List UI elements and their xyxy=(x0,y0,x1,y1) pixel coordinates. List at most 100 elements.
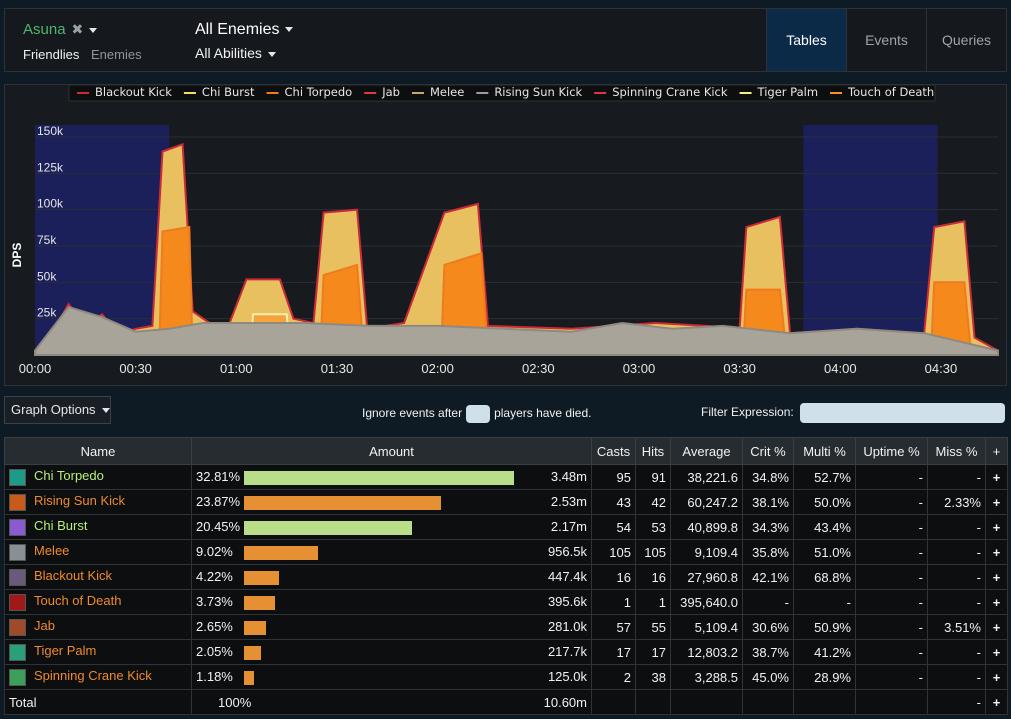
col-hits[interactable]: Hits xyxy=(635,437,671,465)
average-cell: 40,899.8 xyxy=(670,514,743,540)
table-row[interactable]: Chi Torpedo 32.81% 3.48m 95 91 38,221.6 34.8% 5… xyxy=(4,464,1008,490)
amount-bar-track xyxy=(244,470,514,485)
expand-plus-icon[interactable]: + xyxy=(985,664,1008,690)
expand-plus-icon[interactable]: + xyxy=(985,539,1008,565)
ability-name[interactable]: Rising Sun Kick xyxy=(34,493,126,509)
hits-cell: 91 xyxy=(635,464,671,490)
ability-name-cell[interactable]: Chi Torpedo xyxy=(4,464,192,490)
tab-enemies[interactable]: Enemies xyxy=(90,47,142,62)
amount-pct: 4.22% xyxy=(196,569,233,585)
nav-tables[interactable]: Tables xyxy=(766,9,846,71)
amount-value: 281.0k xyxy=(547,619,587,635)
miss-cell: - xyxy=(927,564,986,590)
amount-value: 125.0k xyxy=(547,669,587,685)
y-axis-label: DPS xyxy=(10,243,24,268)
expand-plus-icon[interactable]: + xyxy=(985,464,1008,490)
col-amount[interactable]: Amount xyxy=(191,437,592,465)
amount-bar xyxy=(244,595,275,610)
amount-cell: 32.81% 3.48m xyxy=(191,464,592,490)
col-casts[interactable]: Casts xyxy=(591,437,636,465)
filter-expression-input[interactable] xyxy=(800,403,1005,423)
col-average[interactable]: Average xyxy=(670,437,743,465)
amount-bar xyxy=(244,495,441,510)
amount-bar-track xyxy=(244,670,514,685)
ability-name[interactable]: Spinning Crane Kick xyxy=(34,668,152,684)
amount-value: 3.48m xyxy=(550,469,587,485)
expand-plus-icon[interactable]: + xyxy=(985,514,1008,540)
table-header: Name Amount Casts Hits Average Crit % Mu… xyxy=(4,437,1008,465)
ability-selector[interactable]: All Abilities xyxy=(195,45,276,61)
table-row[interactable]: Spinning Crane Kick 1.18% 125.0k 2 38 3,288.5… xyxy=(4,664,1008,690)
col-miss[interactable]: Miss % xyxy=(927,437,986,465)
ability-name-cell[interactable]: Chi Burst xyxy=(4,514,192,540)
amount-cell: 4.22% 447.4k xyxy=(191,564,592,590)
actor-selector[interactable]: Asuna ✖ xyxy=(23,21,98,38)
ability-name-cell[interactable]: Touch of Death xyxy=(4,589,192,615)
ability-name[interactable]: Blackout Kick xyxy=(34,568,113,584)
ability-name[interactable]: Jab xyxy=(34,618,55,634)
ability-name[interactable]: Chi Burst xyxy=(34,518,88,534)
ability-name-cell[interactable]: Blackout Kick xyxy=(4,564,192,590)
ability-name[interactable]: Tiger Palm xyxy=(34,643,97,659)
col-multi[interactable]: Multi % xyxy=(793,437,856,465)
amount-cell: 3.73% 395.6k xyxy=(191,589,592,615)
target-selector[interactable]: All Enemies xyxy=(195,21,294,39)
ability-name[interactable]: Chi Torpedo xyxy=(34,468,104,484)
nav-queries[interactable]: Queries xyxy=(926,9,1006,71)
multi-cell: 43.4% xyxy=(793,514,856,540)
ability-name-cell[interactable]: Spinning Crane Kick xyxy=(4,664,192,690)
ability-icon xyxy=(9,618,26,636)
miss-cell: - xyxy=(927,589,986,615)
ignore-suffix: players have died. xyxy=(494,406,592,421)
col-uptime[interactable]: Uptime % xyxy=(855,437,928,465)
nav-events[interactable]: Events xyxy=(846,9,926,71)
amount-cell: 9.02% 956.5k xyxy=(191,539,592,565)
casts-cell: 1 xyxy=(591,589,636,615)
legend-item: Chi Burst xyxy=(202,85,255,99)
average-cell: 5,109.4 xyxy=(670,614,743,640)
table-row[interactable]: Jab 2.65% 281.0k 57 55 5,109.4 30.6% 50.9% -3.51… xyxy=(4,614,1008,640)
close-icon[interactable]: ✖ xyxy=(71,21,84,37)
crit-cell: 30.6% xyxy=(742,614,794,640)
amount-pct: 32.81% xyxy=(196,469,241,485)
table-row[interactable]: Blackout Kick 4.22% 447.4k 16 16 27,960.8 42.1… xyxy=(4,564,1008,590)
table-row[interactable]: Melee 9.02% 956.5k 105 105 9,109.4 35.8% 51.0% -… xyxy=(4,539,1008,565)
ability-name-cell[interactable]: Tiger Palm xyxy=(4,639,192,665)
amount-bar-track xyxy=(244,520,514,535)
ability-name-cell[interactable]: Melee xyxy=(4,539,192,565)
casts-cell: 57 xyxy=(591,614,636,640)
ability-name-cell[interactable]: Jab xyxy=(4,614,192,640)
amount-bar xyxy=(244,520,413,535)
amount-bar xyxy=(244,620,266,635)
graph-options-button[interactable]: Graph Options xyxy=(4,396,111,424)
miss-cell: - xyxy=(927,514,986,540)
actor-tabs: Friendlies Enemies xyxy=(23,47,150,62)
miss-cell: 3.51% xyxy=(927,614,986,640)
expand-plus-icon[interactable]: + xyxy=(985,614,1008,640)
y-tick-label: 50k xyxy=(37,269,57,283)
table-row[interactable]: Touch of Death 3.73% 395.6k 1 1 395,640.0- - - -… xyxy=(4,589,1008,615)
col-name[interactable]: Name xyxy=(4,437,192,465)
expand-plus-icon[interactable]: + xyxy=(985,564,1008,590)
average-cell: 395,640.0 xyxy=(670,589,743,615)
miss-cell: - xyxy=(927,539,986,565)
ability-name-cell[interactable]: Rising Sun Kick xyxy=(4,489,192,515)
amount-cell: 23.87% 2.53m xyxy=(191,489,592,515)
amount-cell: 2.05% 217.7k xyxy=(191,639,592,665)
expand-plus-icon[interactable]: + xyxy=(985,639,1008,665)
y-tick-label: 100k xyxy=(37,197,64,211)
ability-name[interactable]: Melee xyxy=(34,543,70,559)
total-amount-cell: 100% 10.60m xyxy=(191,689,592,715)
expand-plus-icon[interactable]: + xyxy=(985,689,1008,715)
expand-plus-icon[interactable]: + xyxy=(985,489,1008,515)
chevron-down-icon xyxy=(267,51,276,57)
table-row[interactable]: Chi Burst 20.45% 2.17m 54 53 40,899.8 34.3% 43.… xyxy=(4,514,1008,540)
col-crit[interactable]: Crit % xyxy=(742,437,794,465)
death-count-input[interactable] xyxy=(466,405,491,423)
table-row[interactable]: Tiger Palm 2.05% 217.7k 17 17 12,803.2 38.7% 41… xyxy=(4,639,1008,665)
tab-friendlies[interactable]: Friendlies xyxy=(23,47,80,62)
table-row[interactable]: Rising Sun Kick 23.87% 2.53m 43 42 60,247.2 38… xyxy=(4,489,1008,515)
add-column-button[interactable]: + xyxy=(985,437,1008,465)
expand-plus-icon[interactable]: + xyxy=(985,589,1008,615)
ability-name[interactable]: Touch of Death xyxy=(34,593,122,609)
